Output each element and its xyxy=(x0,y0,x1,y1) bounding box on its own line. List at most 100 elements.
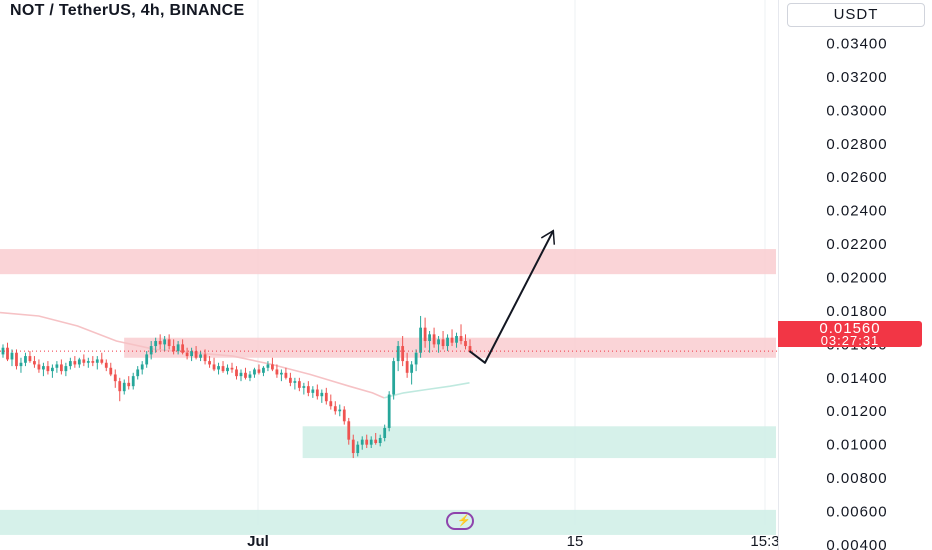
candle-103 xyxy=(464,334,467,350)
candle-80 xyxy=(360,436,364,450)
candle-body-55 xyxy=(248,374,252,378)
candle-84 xyxy=(378,434,382,447)
current-price-value: 0.01560 xyxy=(819,320,881,337)
candle-10 xyxy=(46,361,50,375)
candle-body-21 xyxy=(95,359,99,363)
candle-body-1 xyxy=(6,347,9,360)
candle-55 xyxy=(248,371,252,382)
candle-body-53 xyxy=(239,372,243,377)
candle-42 xyxy=(190,347,193,362)
y-tick-label-11: 0.01200 xyxy=(826,403,887,420)
moving-average xyxy=(0,311,470,399)
projection-arrow[interactable] xyxy=(468,229,556,364)
candle-8 xyxy=(37,359,41,373)
candle-body-34 xyxy=(154,341,158,347)
y-tick-label-6: 0.02200 xyxy=(826,236,887,253)
candle-71 xyxy=(320,389,324,403)
candle-68 xyxy=(306,381,310,397)
candle-27 xyxy=(122,379,126,395)
candle-body-102 xyxy=(459,336,463,342)
candle-body-36 xyxy=(163,339,167,345)
candle-body-22 xyxy=(100,359,104,363)
candle-body-46 xyxy=(208,361,211,365)
candle-72 xyxy=(324,387,328,405)
candle-89 xyxy=(401,336,405,367)
candle-2 xyxy=(10,349,14,367)
candle-body-79 xyxy=(356,444,360,454)
candle-91 xyxy=(410,361,414,385)
candle-59 xyxy=(266,361,270,372)
candle-body-96 xyxy=(432,334,436,345)
candle-body-13 xyxy=(59,364,63,372)
candle-body-27 xyxy=(122,382,126,392)
candle-body-61 xyxy=(275,369,279,375)
candle-14 xyxy=(64,362,68,377)
candle-7 xyxy=(33,356,36,368)
candle-body-57 xyxy=(257,369,261,373)
candle-body-73 xyxy=(329,401,333,407)
candles xyxy=(1,315,472,459)
candle-58 xyxy=(262,366,265,377)
candle-79 xyxy=(356,441,360,457)
candle-25 xyxy=(113,369,117,388)
candle-body-93 xyxy=(419,327,422,353)
candle-35 xyxy=(158,334,162,350)
candle-body-103 xyxy=(464,341,467,347)
candle-body-87 xyxy=(392,361,396,395)
candle-33 xyxy=(149,341,153,360)
candle-body-60 xyxy=(271,364,274,370)
candle-body-95 xyxy=(428,334,431,342)
candle-body-17 xyxy=(77,359,81,365)
candle-body-104 xyxy=(468,346,472,352)
candle-body-64 xyxy=(288,377,292,383)
candle-62 xyxy=(280,369,283,382)
candle-body-29 xyxy=(131,376,135,387)
candle-100 xyxy=(450,329,454,347)
y-tick-label-13: 0.00800 xyxy=(826,470,887,487)
candle-body-41 xyxy=(185,352,189,357)
candle-31 xyxy=(140,361,144,375)
candle-87 xyxy=(392,357,396,400)
candle-body-2 xyxy=(10,352,14,360)
candle-body-3 xyxy=(15,352,18,367)
candle-3 xyxy=(15,349,18,370)
candle-15 xyxy=(68,357,72,370)
candle-body-84 xyxy=(378,437,382,444)
candle-body-39 xyxy=(176,344,180,352)
y-tick-label-3: 0.02800 xyxy=(826,136,887,153)
candle-22 xyxy=(100,352,104,365)
candle-body-74 xyxy=(333,406,337,412)
candle-body-80 xyxy=(360,439,364,445)
candle-body-42 xyxy=(190,351,193,357)
candle-60 xyxy=(271,357,274,372)
chart-title: NOT / TetherUS, 4h, BINANCE xyxy=(10,2,245,19)
candle-46 xyxy=(208,356,211,368)
candle-body-5 xyxy=(24,356,27,363)
candle-92 xyxy=(414,349,418,372)
candle-5 xyxy=(24,352,27,367)
candle-body-92 xyxy=(414,352,418,365)
lightning-bolt-icon[interactable]: ⚡ xyxy=(446,512,474,530)
candle-77 xyxy=(347,417,351,445)
candle-95 xyxy=(428,331,431,353)
candle-body-91 xyxy=(410,364,414,373)
candle-1 xyxy=(6,342,9,362)
candle-78 xyxy=(351,434,355,459)
candle-67 xyxy=(302,382,306,395)
projection-path xyxy=(468,230,555,364)
candle-body-37 xyxy=(167,339,171,347)
candle-16 xyxy=(73,356,77,368)
candle-64 xyxy=(288,372,292,387)
candle-76 xyxy=(342,406,346,425)
candle-74 xyxy=(333,401,337,415)
currency-selector[interactable]: USDT xyxy=(787,3,925,27)
candle-57 xyxy=(257,364,261,375)
y-tick-label-5: 0.02400 xyxy=(826,203,887,220)
candle-body-76 xyxy=(342,409,346,422)
candle-70 xyxy=(315,384,319,400)
resistance-zone-0 xyxy=(0,249,776,275)
y-tick-label-7: 0.02000 xyxy=(826,270,887,287)
candle-32 xyxy=(145,351,149,368)
x-tick-label-2: 15:3 xyxy=(750,533,779,550)
